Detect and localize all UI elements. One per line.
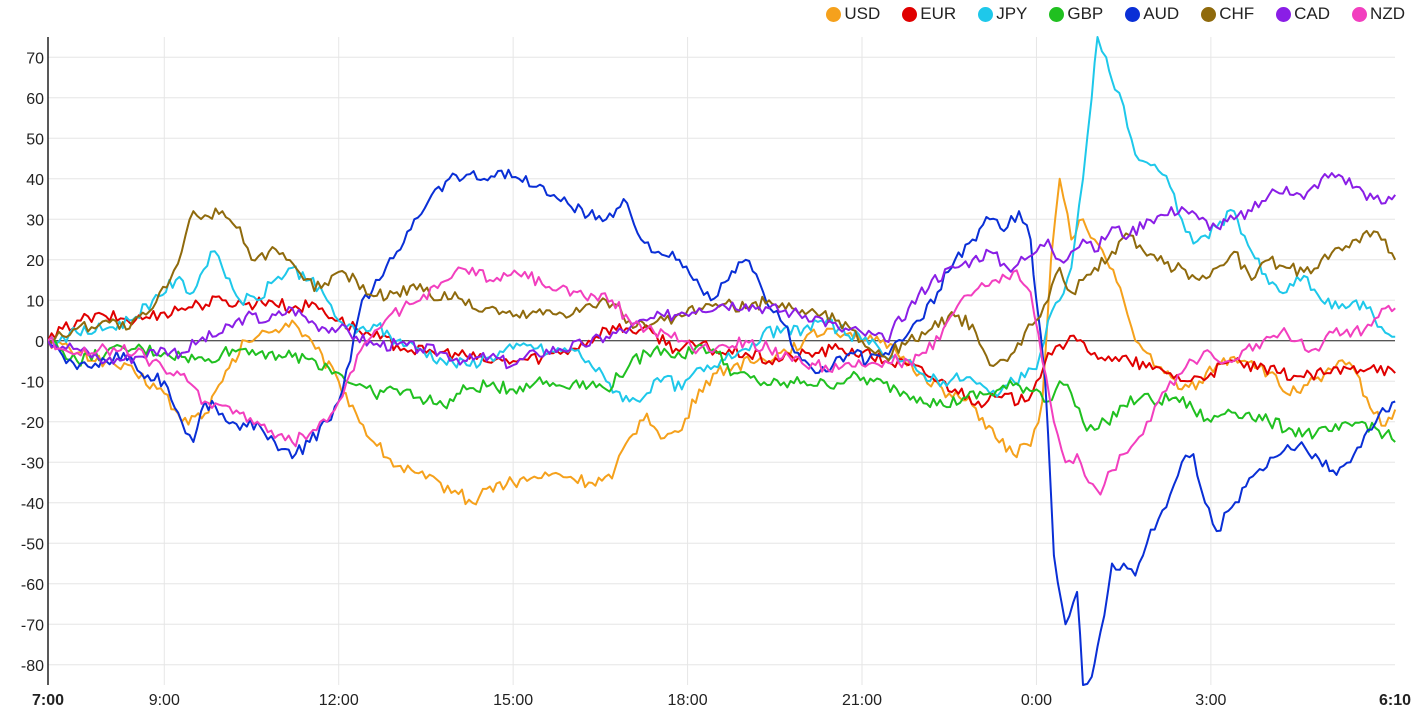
legend-item-cad[interactable]: CAD [1276, 4, 1330, 24]
series-line-eur [48, 295, 1396, 409]
y-tick-label: 60 [26, 91, 44, 108]
series-line-gbp [48, 339, 1396, 443]
legend-swatch [1201, 6, 1217, 22]
y-tick-label: 20 [26, 253, 44, 270]
legend-swatch [826, 6, 842, 22]
x-tick-label: 18:00 [668, 692, 708, 709]
y-tick-label: 0 [35, 334, 44, 351]
y-tick-label: 50 [26, 131, 44, 148]
legend-label: USD [844, 4, 881, 23]
y-tick-label: -70 [21, 617, 44, 634]
y-tick-label: -60 [21, 577, 44, 594]
y-tick-label: -10 [21, 374, 44, 391]
legend-swatch [1049, 6, 1065, 22]
y-tick-label: -20 [21, 415, 44, 432]
legend-label: EUR [920, 4, 957, 23]
y-tick-label: -80 [21, 658, 44, 675]
legend-swatch [1352, 6, 1368, 22]
legend-label: CHF [1219, 4, 1255, 23]
chart-legend: USD EUR JPY GBP AUD CHF CAD NZD [826, 4, 1405, 24]
y-tick-label: 30 [26, 212, 44, 229]
x-tick-label: 15:00 [493, 692, 533, 709]
legend-item-nzd[interactable]: NZD [1352, 4, 1405, 24]
legend-swatch [978, 6, 994, 22]
legend-label: CAD [1294, 4, 1331, 23]
x-tick-label: 21:00 [842, 692, 882, 709]
y-tick-label: 70 [26, 50, 44, 67]
legend-item-usd[interactable]: USD [826, 4, 880, 24]
legend-item-aud[interactable]: AUD [1125, 4, 1179, 24]
y-tick-label: -50 [21, 536, 44, 553]
legend-item-jpy[interactable]: JPY [978, 4, 1027, 24]
y-tick-label: 40 [26, 172, 44, 189]
series-line-aud [48, 168, 1396, 686]
y-tick-label: 10 [26, 293, 44, 310]
x-tick-label: 12:00 [319, 692, 359, 709]
y-tick-label: -40 [21, 496, 44, 513]
series-group [48, 36, 1397, 686]
y-tick-label: -30 [21, 455, 44, 472]
series-line-cad [48, 172, 1396, 370]
x-tick-label: 6:10 [1379, 692, 1411, 709]
legend-swatch [1125, 6, 1141, 22]
legend-item-chf[interactable]: CHF [1201, 4, 1254, 24]
legend-item-gbp[interactable]: GBP [1049, 4, 1103, 24]
legend-swatch [902, 6, 918, 22]
series-line-jpy [48, 36, 1396, 403]
series-line-nzd [48, 266, 1396, 496]
x-tick-label: 3:00 [1195, 692, 1226, 709]
legend-label: JPY [996, 4, 1028, 23]
legend-label: NZD [1370, 4, 1405, 23]
legend-item-eur[interactable]: EUR [902, 4, 956, 24]
x-tick-label: 9:00 [149, 692, 180, 709]
legend-label: GBP [1067, 4, 1104, 23]
series-line-usd [48, 177, 1397, 506]
legend-label: AUD [1143, 4, 1180, 23]
x-tick-label: 7:00 [32, 692, 64, 709]
legend-swatch [1276, 6, 1292, 22]
x-tick-label: 0:00 [1021, 692, 1052, 709]
